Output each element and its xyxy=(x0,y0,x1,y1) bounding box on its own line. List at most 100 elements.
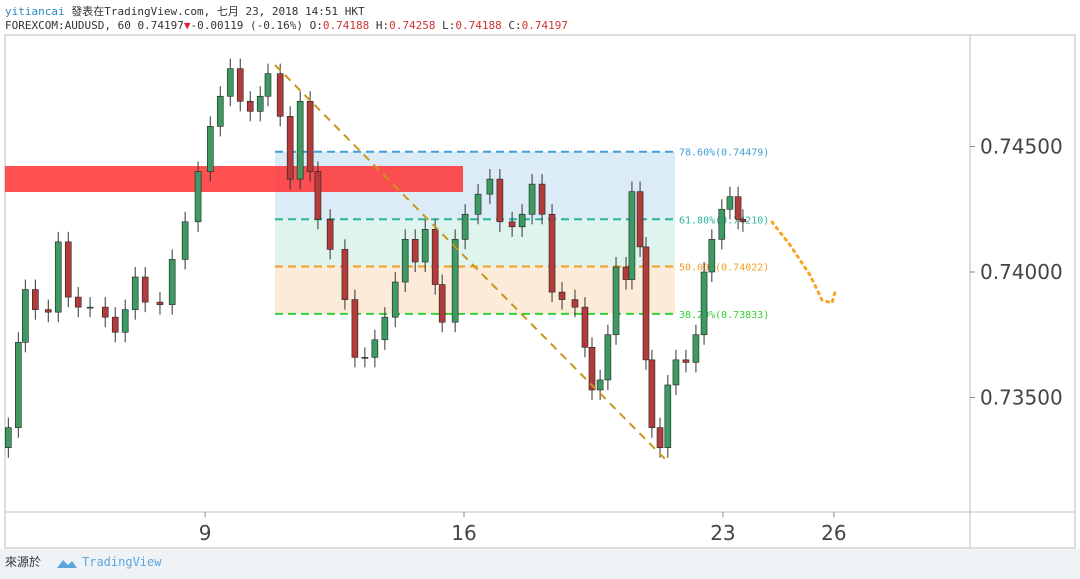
candle-body xyxy=(518,213,526,228)
candle-body xyxy=(538,183,546,215)
candle-body xyxy=(692,334,700,363)
candle-body xyxy=(121,309,129,333)
arrow: ▼ xyxy=(183,19,191,32)
candle-body xyxy=(648,359,656,428)
candle-body xyxy=(558,291,566,300)
candle-body xyxy=(86,306,94,309)
candle-body xyxy=(708,239,716,273)
candle-body xyxy=(54,241,62,313)
candle-body xyxy=(604,334,612,381)
candle-body xyxy=(411,239,419,263)
candle-body xyxy=(672,359,680,386)
candle-body xyxy=(496,178,504,223)
published: 發表在TradingView.com, 七月 23, 2018 14:51 HK… xyxy=(71,5,365,18)
candle-body xyxy=(612,266,620,336)
candle-body xyxy=(391,281,399,318)
candle-body xyxy=(236,68,244,102)
candle-body xyxy=(421,229,429,263)
resistance-zone xyxy=(5,166,463,192)
candle-body xyxy=(341,249,349,300)
candle-body xyxy=(486,178,494,195)
author[interactable]: yitiancai xyxy=(5,5,65,18)
candle-body xyxy=(296,100,304,180)
candle-body xyxy=(306,100,314,172)
candle-body xyxy=(246,100,254,112)
candle-body xyxy=(44,309,52,313)
candle-body xyxy=(181,221,189,260)
fib-band xyxy=(275,219,675,267)
c: 0.74197 xyxy=(521,19,568,32)
candle-body xyxy=(141,276,149,303)
candle-body xyxy=(628,191,636,280)
candle-body xyxy=(656,427,664,449)
candle-body xyxy=(636,191,644,248)
candle-body xyxy=(32,289,39,310)
candle-body xyxy=(276,73,284,117)
candle-body xyxy=(581,306,589,348)
c-label: C: xyxy=(508,19,522,32)
candle-body xyxy=(256,95,264,112)
fib-label: 50.00%(0.74022) xyxy=(679,262,769,273)
x-tick-label: 9 xyxy=(199,521,212,545)
candle-body xyxy=(588,347,596,391)
candle-body xyxy=(22,289,29,343)
fib-label: 78.60%(0.74479) xyxy=(679,148,769,159)
candle-body xyxy=(111,316,119,333)
footer-brand[interactable]: TradingView xyxy=(82,555,162,569)
candle-body xyxy=(314,171,322,220)
symbol: FOREXCOM:AUDUSD, 60 xyxy=(5,19,131,32)
candle-body xyxy=(726,196,734,210)
o: 0.74188 xyxy=(322,19,370,32)
candle-body xyxy=(571,299,579,308)
candle-body xyxy=(286,116,294,180)
candle-body xyxy=(508,221,516,228)
frame xyxy=(4,34,1076,549)
candle-body xyxy=(528,183,536,215)
candle-body xyxy=(156,301,164,305)
candle-body xyxy=(622,266,630,280)
candle-body xyxy=(642,246,650,361)
l: 0.74188 xyxy=(455,19,502,32)
footer-bg xyxy=(0,549,1080,579)
candle-body xyxy=(682,359,690,363)
candle-body xyxy=(401,239,409,283)
publish-line: yitiancai 發表在TradingView.com, 七月 23, 201… xyxy=(5,3,365,19)
x-tick-label: 23 xyxy=(710,521,735,545)
candle-body xyxy=(474,193,482,215)
candle-body xyxy=(264,73,272,97)
change: -0.00119 (-0.16%) xyxy=(190,19,304,32)
candle-body xyxy=(461,213,469,240)
o-label: O: xyxy=(309,19,323,32)
symbol-line: FOREXCOM:AUDUSD, 60 0.74197▼-0.00119 (-0… xyxy=(5,19,568,32)
candle-body xyxy=(216,95,224,127)
candle-body xyxy=(64,241,72,298)
candle-body xyxy=(718,208,726,240)
candle-body xyxy=(226,68,234,97)
y-tick-label: 0.74000 xyxy=(980,260,1063,284)
trend-line xyxy=(274,64,669,463)
candle-body xyxy=(351,299,359,358)
candle-body xyxy=(74,296,82,308)
h-label: H: xyxy=(375,19,390,32)
candle-body xyxy=(734,196,742,220)
candle-body xyxy=(5,427,12,449)
x-tick-label: 26 xyxy=(821,521,846,545)
y-tick-label: 0.73500 xyxy=(980,386,1063,410)
projection xyxy=(770,220,837,305)
candle-body xyxy=(664,384,672,449)
candle-body xyxy=(326,218,334,250)
last: 0.74197 xyxy=(137,19,184,32)
candle-body xyxy=(15,341,22,428)
candle-body xyxy=(206,126,214,172)
candle-body xyxy=(381,316,389,341)
candle-body xyxy=(361,357,369,359)
candle-body xyxy=(451,239,459,323)
candle-body xyxy=(700,271,708,336)
l-label: L: xyxy=(442,19,456,32)
logo xyxy=(57,560,77,568)
candle-body xyxy=(438,284,446,323)
candle-body xyxy=(131,276,139,310)
candle-body xyxy=(101,306,109,318)
